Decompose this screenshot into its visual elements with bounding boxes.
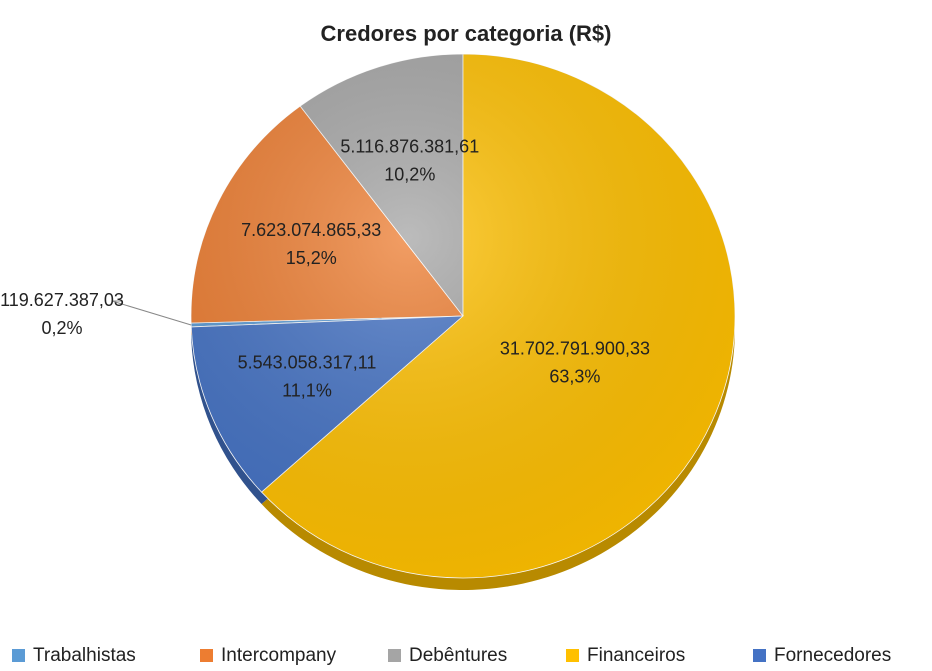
value-label: 5.543.058.317,11 [238,352,377,372]
percentage-label: 11,1% [282,380,332,400]
value-label: 7.623.074.865,33 [241,220,381,240]
legend-swatch [566,649,579,662]
legend-label: Intercompany [221,645,337,666]
legend-label: Financeiros [587,645,685,666]
pie: 119.627.387,03 0,2% 7.623.074.865,33 15,2% 5… [0,53,736,591]
legend: Trabalhistas Intercompany Debêntures Financ… [12,645,891,666]
legend-swatch [200,649,213,662]
legend-label: Debêntures [409,645,507,666]
percentage-label: 15,2% [286,248,337,268]
chart-title: Credores por categoria (R$) [321,21,612,46]
legend-swatch [753,649,766,662]
percentage-label: 10,2% [384,165,435,185]
percentage-label: 63,3% [549,366,600,386]
value-label: 31.702.791.900,33 [500,338,650,358]
percentage-label: 0,2% [41,318,82,338]
legend-label: Fornecedores [774,645,891,666]
value-label: 5.116.876.381,61 [340,137,479,157]
legend-label: Trabalhistas [33,645,136,666]
legend-swatch [388,649,401,662]
value-label: 119.627.387,03 [0,290,124,310]
leader-line [111,300,192,326]
legend-swatch [12,649,25,662]
